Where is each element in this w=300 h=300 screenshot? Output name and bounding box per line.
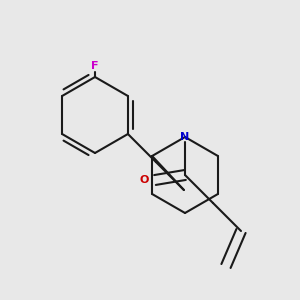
Text: N: N [180,132,190,142]
Text: F: F [91,61,99,71]
Text: O: O [140,175,149,185]
